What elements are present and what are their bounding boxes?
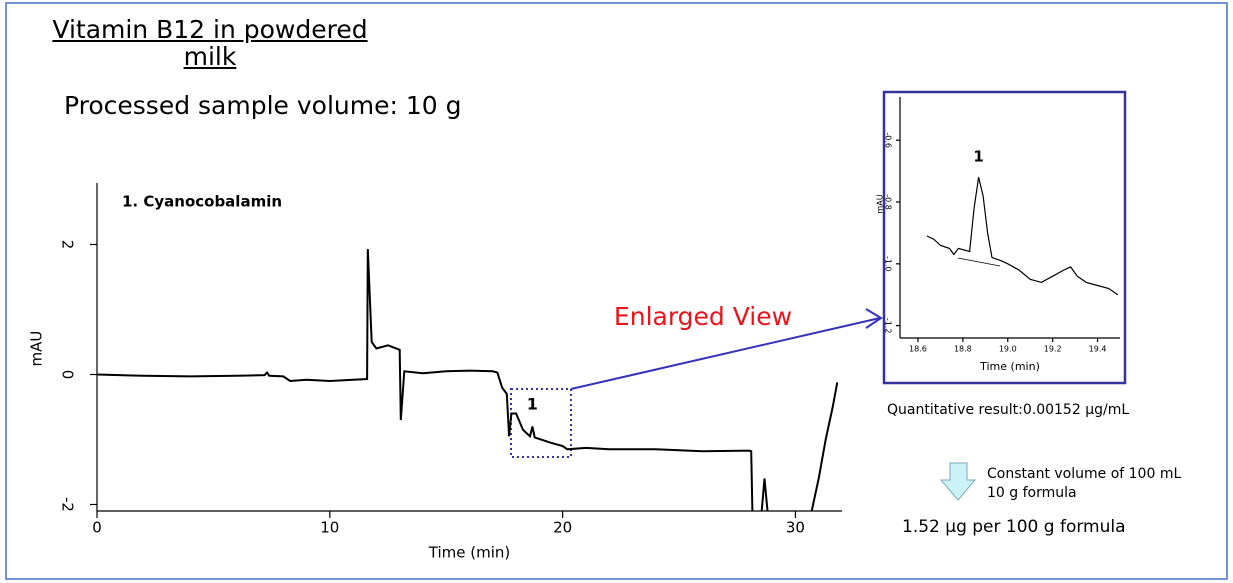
y-tick-label: -0.8: [884, 194, 893, 210]
y-axis-label: mAU: [28, 331, 46, 367]
peak-baseline: [957, 257, 1001, 267]
subtitle: Processed sample volume: 10 g: [64, 91, 462, 120]
callout: Enlarged View: [614, 302, 792, 331]
y-tick-label: 2: [59, 240, 77, 250]
y-tick-label: -1.0: [884, 256, 893, 272]
y-tick-label: -1.2: [884, 318, 893, 334]
y-axis-label: mAU: [876, 194, 885, 213]
y-tick-label: -2: [59, 497, 77, 512]
peak-label: 1: [527, 395, 538, 414]
result: Quantitative result:0.00152 µg/mL: [887, 402, 1129, 418]
x-tick-label: 18.8: [954, 345, 972, 354]
calc-result: 1.52 µg per 100 g formula: [902, 517, 1126, 537]
calc-line: 10 g formula: [987, 485, 1077, 501]
x-tick-label: 30: [786, 519, 805, 537]
trace: [96, 249, 839, 512]
y-tick-label: -0.6: [884, 132, 893, 148]
title-box: Vitamin B12 in powdered milk: [52, 16, 368, 71]
arrow-head: [865, 308, 883, 329]
y-tick-label: 0: [59, 370, 77, 380]
trace: [926, 177, 1119, 296]
annotation: 1. Cyanocobalamin: [122, 193, 282, 211]
x-tick-label: 0: [92, 519, 102, 537]
down-arrow: [939, 462, 977, 501]
peak-label: 1: [973, 148, 983, 166]
arrow: [570, 317, 881, 390]
x-tick-label: 19.4: [1089, 345, 1107, 354]
x-tick-label: 19.0: [999, 345, 1017, 354]
x-tick-label: 10: [320, 519, 339, 537]
title: Vitamin B12 in powdered milk: [52, 16, 368, 71]
inset-frame: [882, 90, 1127, 385]
x-tick-label: 19.2: [1044, 345, 1062, 354]
x-axis-label: Time (min): [428, 544, 510, 562]
x-axis-label: Time (min): [979, 360, 1040, 373]
x-tick-label: 20: [553, 519, 572, 537]
frame: [5, 2, 1228, 580]
x-tick-label: 18.6: [909, 345, 927, 354]
calc-line: Constant volume of 100 mL: [987, 466, 1181, 482]
